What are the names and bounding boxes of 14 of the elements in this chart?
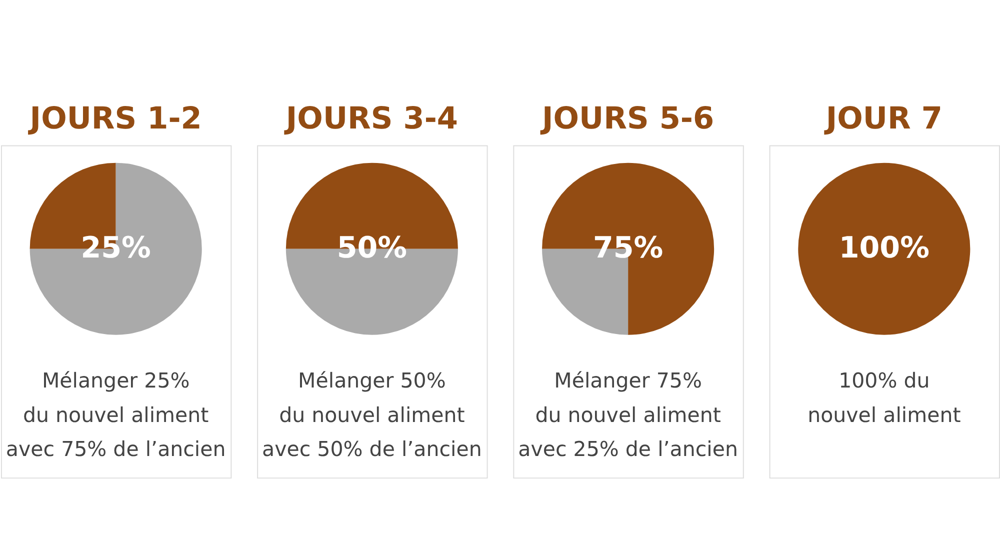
data-label: 75% [592,230,664,265]
chart-title: JOURS 1-2 [28,102,202,137]
chart-title: JOURS 5-6 [540,102,714,137]
data-label: 50% [336,230,408,265]
text: 100% du nouvel aliment [808,368,961,427]
text: Mélanger 75% du nouvel aliment avec 25% de l’ancien [518,368,738,462]
chart-title: JOUR 7 [824,102,942,137]
chart-title: JOURS 3-4 [284,102,458,137]
pie-slice [30,162,202,335]
text: Mélanger 25% du nouvel aliment avec 75% de l’ancien [6,368,226,462]
data-label: 25% [80,230,151,265]
text: Mélanger 50% du nouvel aliment avec 50% de l’ancien [262,368,482,462]
data-label: 100% [838,230,930,265]
pie-slice [542,162,714,335]
